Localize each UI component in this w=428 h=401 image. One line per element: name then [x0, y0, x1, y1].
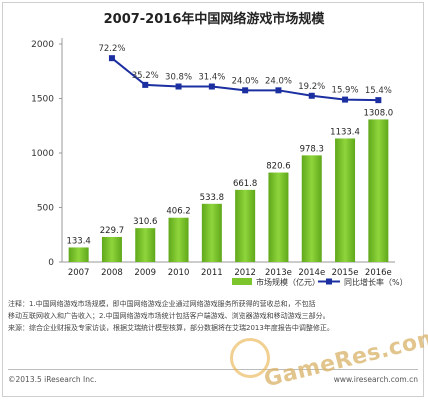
growth-rate-point [375, 97, 382, 104]
growth-rate-label: 15.4% [365, 86, 392, 96]
copyright-text: ©2013.5 iResearch Inc. [8, 375, 97, 384]
legend-line-marker [326, 278, 332, 285]
growth-rate-point [208, 83, 215, 90]
x-tick-label: 2009 [134, 268, 156, 278]
x-tick-label: 2008 [101, 268, 123, 278]
bar-value-label: 229.7 [100, 226, 124, 236]
growth-rate-label: 72.2% [98, 44, 125, 54]
note-line-2: 移动互联网收入和广告收入；2.中国网络游戏市场统计包括客户端游戏、浏览器游戏和移… [8, 312, 330, 320]
legend-line-label: 同比增长率（%） [344, 277, 408, 287]
x-tick-label: 2012 [234, 268, 256, 278]
growth-rate-label: 31.4% [198, 73, 225, 83]
bar [101, 236, 122, 262]
growth-rate-label: 15.9% [332, 86, 359, 96]
growth-rate-label: 30.8% [165, 73, 192, 83]
x-tick-label: 2007 [68, 268, 90, 278]
chart-notes: 注释：1.中国网络游戏市场规模，即中国网络游戏企业通过网络游戏服务所获得的营收总… [8, 298, 418, 334]
growth-rate-point [108, 55, 115, 62]
growth-rate-point [242, 87, 249, 94]
legend-bar-swatch [232, 278, 252, 285]
note-line-1: 注释：1.中国网络游戏市场规模，即中国网络游戏企业通过网络游戏服务所获得的营收总… [8, 300, 316, 308]
legend-bar-label: 市场规模（亿元） [256, 277, 320, 287]
x-tick-label: 2015e [332, 268, 359, 278]
growth-rate-point [342, 96, 349, 103]
growth-rate-label: 24.0% [265, 76, 292, 86]
growth-rate-point [142, 81, 149, 88]
bar [301, 155, 322, 262]
bar [168, 217, 189, 262]
x-tick-label: 2011 [201, 268, 223, 278]
bar-value-label: 1308.0 [363, 108, 393, 118]
x-tick-label: 2016e [365, 268, 392, 278]
bar [335, 138, 356, 262]
y-tick-label: 0 [48, 258, 54, 268]
growth-rate-label: 24.0% [232, 76, 259, 86]
bar-value-label: 661.8 [233, 179, 257, 189]
chart-canvas: 0 500 1000 1500 2000 133.4 2007 229.7 2008 310.6 2… [31, 38, 408, 287]
bar-value-label: 533.8 [200, 193, 224, 203]
bar-value-label: 133.4 [66, 236, 90, 246]
growth-rate-label: 19.2% [298, 82, 325, 92]
note-source: 来源：综合企业财报及专家访谈，根据艾瑞统计模型核算，部分数据将在艾瑞2013年度… [8, 324, 334, 332]
y-tick-label: 1500 [31, 95, 54, 105]
growth-rate-point [308, 92, 315, 99]
bar-value-label: 310.6 [133, 217, 157, 227]
growth-rate-point [175, 83, 182, 90]
x-tick-label: 2014e [298, 268, 325, 278]
y-tick-label: 2000 [31, 40, 54, 50]
growth-rate-point [275, 87, 282, 94]
bar-value-label: 820.6 [266, 162, 290, 172]
growth-rate-label: 35.2% [132, 71, 159, 81]
website-link[interactable]: www.iresearch.com.cn [333, 375, 418, 384]
x-tick-label: 2013e [265, 268, 292, 278]
bar-value-label: 1133.4 [330, 127, 360, 137]
bar [135, 228, 156, 262]
y-tick-label: 500 [37, 204, 54, 214]
bar [235, 189, 256, 262]
y-tick-label: 1000 [31, 149, 54, 159]
bar [368, 119, 389, 262]
bar-value-label: 978.3 [300, 144, 324, 154]
bar [201, 203, 222, 262]
bar-value-label: 406.2 [166, 207, 190, 217]
footer-divider [8, 369, 418, 370]
x-tick-label: 2010 [168, 268, 190, 278]
bar [268, 172, 289, 262]
chart-title: 2007-2016年中国网络游戏市场规模 [103, 12, 325, 27]
watermark-logo-icon [230, 338, 270, 378]
bar [68, 247, 89, 262]
